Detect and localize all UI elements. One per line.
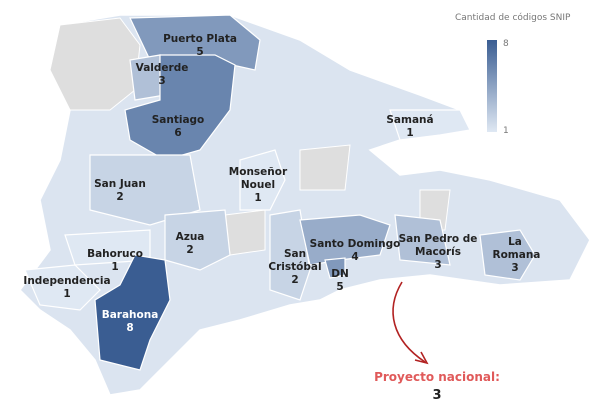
region-label: Santiago 6 <box>143 114 213 140</box>
region-value: 2 <box>116 191 124 203</box>
region <box>479 229 536 281</box>
annotation-label: Proyecto nacional: <box>374 370 500 384</box>
region-value: 1 <box>406 127 414 139</box>
region-label: Independencia 1 <box>22 275 112 301</box>
arrow-head <box>414 351 429 365</box>
region-value: 3 <box>434 259 442 271</box>
region-label: DN 5 <box>320 268 360 294</box>
region-label: San Cristóbal 2 <box>265 248 325 287</box>
region-label: San Pedro de Macorís 3 <box>396 233 481 272</box>
region-name: Azua <box>175 231 205 243</box>
region <box>324 257 346 279</box>
region-name: Puerto Plata <box>163 33 237 45</box>
region-name: Valderde <box>135 62 189 74</box>
region-name: San Pedro de Macorís <box>398 233 478 258</box>
region <box>94 254 171 371</box>
region-label: Santo Domingo 4 <box>305 238 405 264</box>
region-value: 1 <box>63 288 71 300</box>
no-data-region <box>299 144 351 191</box>
region-name: Independencia <box>23 275 111 287</box>
region-label: Puerto Plata 5 <box>160 33 240 59</box>
region-value: 3 <box>511 262 519 274</box>
annotation-arrow <box>392 281 426 363</box>
region-label: Valderde 3 <box>127 62 197 88</box>
region <box>299 214 391 266</box>
no-data-region <box>224 209 266 256</box>
region-value: 3 <box>158 75 166 87</box>
region-label: Monseñor Nouel 1 <box>223 166 293 205</box>
region-name: Santiago <box>151 114 205 126</box>
region-name: Bahoruco <box>87 248 143 260</box>
region-label: Azua 2 <box>155 231 225 257</box>
region-name: Santo Domingo <box>309 238 401 250</box>
region-value: 8 <box>126 322 134 334</box>
legend-min: 1 <box>503 126 509 136</box>
regions <box>24 14 536 371</box>
region-name: DN <box>331 268 349 280</box>
region-label: Barahona 8 <box>95 309 165 335</box>
region <box>389 109 471 141</box>
region-value: 6 <box>174 127 182 139</box>
region <box>239 149 286 211</box>
region-value: 5 <box>336 281 344 293</box>
legend-gradient <box>487 40 497 132</box>
region-name: Barahona <box>101 309 159 321</box>
region-label: Bahoruco 1 <box>80 248 150 274</box>
region-name: Monseñor Nouel <box>228 166 288 191</box>
region-name: Samaná <box>386 114 434 126</box>
legend-max: 8 <box>503 39 509 49</box>
region <box>394 214 451 266</box>
region <box>164 209 231 271</box>
region-value: 1 <box>111 261 119 273</box>
region-value: 2 <box>186 244 194 256</box>
region-name: San Juan <box>94 178 146 190</box>
region-label: San Juan 2 <box>85 178 155 204</box>
region-label: Samaná 1 <box>375 114 445 140</box>
no-data-region <box>49 17 141 111</box>
region-value: 5 <box>196 46 204 58</box>
region-value: 1 <box>254 192 262 204</box>
region <box>24 264 101 311</box>
region <box>269 209 311 301</box>
legend-title: Cantidad de códigos SNIP <box>455 13 571 23</box>
annotation-value: 3 <box>432 388 442 403</box>
region-value: 4 <box>351 251 359 263</box>
region-label: La Romana 3 <box>492 236 541 275</box>
region-name: San Cristóbal <box>268 248 322 273</box>
region-name: La Romana <box>492 236 541 261</box>
region-value: 2 <box>291 274 299 286</box>
